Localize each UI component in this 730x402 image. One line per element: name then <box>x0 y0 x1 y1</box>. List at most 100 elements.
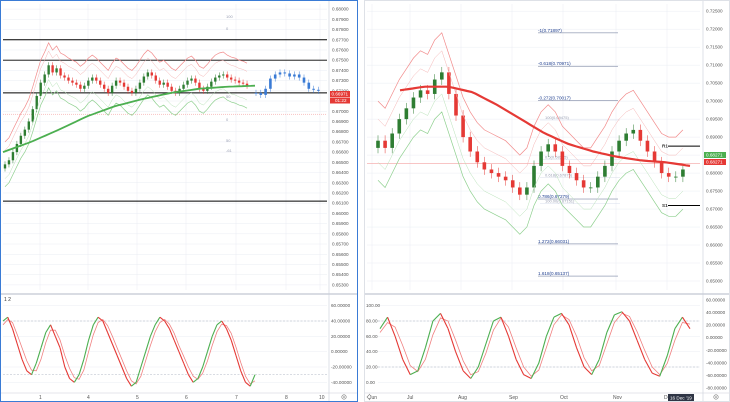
right-candle <box>652 151 657 163</box>
left-candle <box>47 65 50 75</box>
right-price-chart[interactable]: 0.72500 0.72000 0.71500 0.71000 0.70500 0.700… <box>367 4 723 401</box>
left-osc-main-segment <box>206 336 213 352</box>
right-candle <box>666 173 671 177</box>
fib-level-label: 1.618(0.65137) <box>538 271 570 276</box>
right-osc-main-segment <box>553 312 562 318</box>
right-candle <box>475 151 480 163</box>
left-candle <box>210 81 213 87</box>
left-price-chart[interactable]: 0.68000 0.67900 0.67800 0.67700 0.67600 0.675… <box>2 4 349 401</box>
left-osc-main-segment <box>140 351 147 368</box>
left-candle <box>118 80 122 83</box>
right-candle <box>631 129 636 134</box>
left-osc-main-segment <box>11 328 18 345</box>
right-price-tag: 0.68271 <box>704 152 726 158</box>
left-osc-main-segment <box>31 362 37 375</box>
right-candle <box>681 169 685 177</box>
left-osc-main-segment <box>111 343 118 356</box>
svg-text:0.68271: 0.68271 <box>706 160 723 165</box>
left-candle <box>122 82 126 87</box>
right-candle <box>610 151 614 166</box>
right-candle <box>546 144 550 152</box>
right-osc-main-segment <box>598 332 608 360</box>
fib-level-label: 1.272(0.66031) <box>538 239 570 244</box>
left-osc-main-segment <box>230 340 237 356</box>
left-candle <box>182 84 185 89</box>
right-moving-average <box>399 85 691 167</box>
left-y-tick: 0.65400 <box>332 272 349 277</box>
left-osc-main-segment <box>197 366 204 379</box>
left-osc-main-segment <box>240 370 246 383</box>
settings-gear-icon[interactable] <box>341 394 347 400</box>
right-osc-main-segment <box>538 336 547 364</box>
left-candle <box>194 78 197 83</box>
left-y-tick: 0.67500 <box>332 58 349 63</box>
right-osc-main-segment <box>417 347 426 372</box>
right-candle <box>659 162 664 174</box>
left-faint-level-label: 100 <box>226 14 233 19</box>
left-oscillator-chart[interactable]: 60.00000 40.00000 20.00000 0.00000 -20.00000… <box>2 303 352 387</box>
right-osc-main-segment <box>651 372 660 377</box>
right-osc-main-segment <box>561 313 570 326</box>
right-candle <box>617 140 621 152</box>
right-osc-main-segment <box>530 362 540 379</box>
right-upper-band-inner <box>377 50 684 174</box>
left-candle <box>71 80 74 83</box>
left-candle <box>198 82 201 89</box>
right-osc-signal-line <box>379 312 691 377</box>
left-faint-level-label: 50 <box>226 94 231 99</box>
left-osc-legend: 1 2 <box>4 297 11 303</box>
right-osc-left-tick: 60.00 <box>366 334 378 339</box>
left-candle <box>222 74 225 76</box>
right-osc-main-segment <box>545 316 555 337</box>
left-candle <box>55 68 58 73</box>
left-lower-band <box>4 87 248 188</box>
right-osc-left-tick: 100.00 <box>366 303 380 308</box>
left-candle <box>134 88 138 93</box>
right-candle <box>496 173 501 177</box>
fib-level-label: -1(0.71897) <box>538 28 562 33</box>
left-osc-main-segment <box>50 324 56 337</box>
left-candle <box>83 85 86 89</box>
left-y-tick: 0.67700 <box>332 37 349 42</box>
left-candle <box>146 72 150 77</box>
left-candle <box>190 78 193 81</box>
left-blue-candle <box>273 74 277 79</box>
right-osc-main-segment <box>500 316 510 337</box>
right-osc-right-tick: -40.00000 <box>706 360 727 365</box>
left-y-tick: 0.66300 <box>332 180 349 185</box>
right-osc-left-tick: 40.00 <box>366 349 378 354</box>
left-arrow-icon[interactable] <box>366 393 371 401</box>
left-candle <box>27 121 31 130</box>
left-y-tick: 0.67300 <box>332 78 349 83</box>
right-osc-right-tick: 40.00000 <box>706 310 726 315</box>
left-blue-candle <box>259 92 263 95</box>
left-y-tick: 0.67900 <box>332 17 349 22</box>
right-osc-main-segment <box>455 351 464 372</box>
left-osc-main-segment <box>2 316 9 322</box>
right-settings-gear-icon[interactable] <box>713 394 719 400</box>
right-osc-main-segment <box>583 366 593 376</box>
left-candle <box>241 82 245 84</box>
right-osc-main-segment <box>515 359 525 375</box>
right-candle <box>482 162 487 170</box>
left-y-tick: 0.66400 <box>332 170 349 175</box>
right-x-tick: Jun <box>369 395 377 401</box>
right-y-tick: 0.70000 <box>706 99 723 104</box>
right-candle <box>553 144 558 152</box>
left-blue-candle <box>254 92 258 94</box>
left-osc-y-tick: 40.00000 <box>331 319 351 324</box>
right-y-tick: 0.65000 <box>706 279 723 284</box>
right-osc-main-segment <box>591 359 600 375</box>
right-candle <box>645 140 650 152</box>
right-x-tick: Jul <box>407 395 413 401</box>
left-y-tick: 0.67200 <box>332 88 349 93</box>
left-candle <box>142 76 146 83</box>
left-osc-main-segment <box>121 366 128 379</box>
right-oscillator-chart[interactable]: 100.00 80.00 60.00 40.00 20.00 0.00 60.00000 40… <box>366 298 727 391</box>
left-osc-main-segment <box>202 351 208 368</box>
left-osc-y-tick: 60.00000 <box>331 303 351 308</box>
right-osc-main-segment <box>523 374 532 379</box>
left-blue-candle <box>297 74 301 78</box>
left-time-tag: 01:22 <box>330 97 350 104</box>
